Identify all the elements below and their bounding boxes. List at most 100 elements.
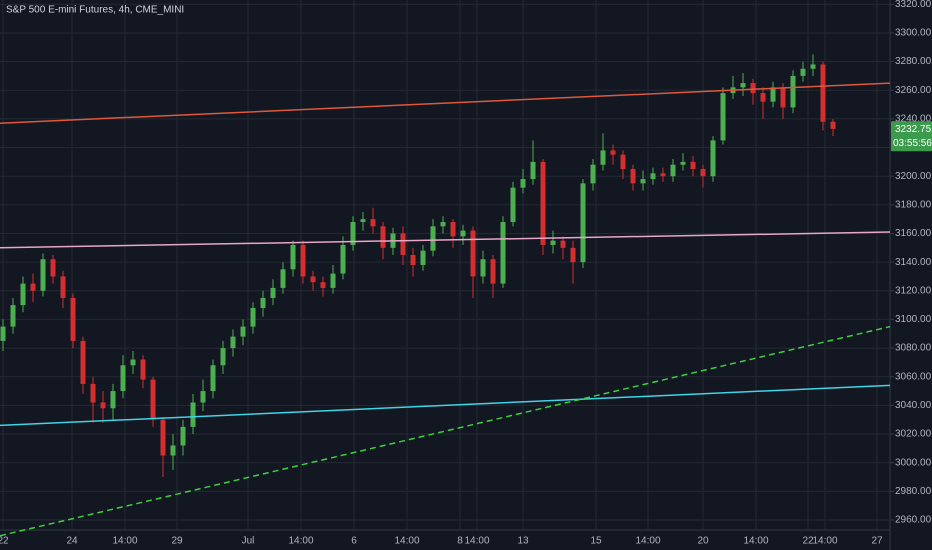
candle-body [710, 140, 716, 177]
candle-body [370, 219, 376, 227]
candle-body [130, 359, 136, 366]
candle-body [690, 161, 696, 170]
candle-body [250, 307, 256, 327]
candle-body [510, 187, 516, 223]
candle-body [720, 93, 726, 141]
candle-body [670, 164, 676, 177]
y-tick-label: 3120.00 [895, 285, 932, 296]
candle-body [220, 348, 226, 366]
candle-body [0, 326, 6, 341]
candle-body [770, 87, 776, 102]
candle-body [500, 222, 506, 284]
candle-body [380, 226, 386, 248]
x-tick-label: 6 [351, 536, 357, 547]
candle-body [80, 340, 86, 384]
candle-body [600, 150, 606, 165]
candle-body [590, 164, 596, 184]
candle-body [780, 87, 786, 108]
last-price-label: 3232.75 [895, 124, 932, 135]
candle-body [310, 276, 316, 283]
candle-body [230, 336, 236, 349]
x-tick-label: 14:00 [743, 536, 768, 547]
candle-body [570, 247, 576, 263]
x-tick-label: 29 [171, 536, 183, 547]
y-tick-label: 3140.00 [895, 257, 932, 268]
candle-body [740, 83, 746, 88]
candle-body [170, 445, 176, 456]
x-tick-label: 20 [697, 536, 709, 547]
candle-body [200, 391, 206, 403]
y-tick-label: 3000.00 [895, 457, 932, 468]
y-tick-label: 2960.00 [895, 515, 932, 526]
candle-body [210, 365, 216, 392]
candle-body [450, 222, 456, 237]
candle-body [20, 283, 26, 306]
candle-body [750, 83, 756, 94]
candle-body [630, 169, 636, 184]
candle-body [100, 402, 106, 409]
x-tick-label: 14:00 [394, 536, 419, 547]
candle-body [300, 244, 306, 277]
candle-body [480, 259, 486, 277]
candle-body [640, 179, 646, 184]
candle-body [680, 161, 686, 165]
candle-body [350, 222, 356, 245]
y-tick-label: 3320.00 [895, 0, 932, 10]
candle-body [90, 383, 96, 403]
candle-body [490, 259, 496, 284]
candle-body [470, 230, 476, 277]
candle-body [410, 254, 416, 265]
candle-body [140, 359, 146, 380]
candle-body [150, 379, 156, 420]
candle-body [400, 233, 406, 255]
candle-body [700, 169, 706, 177]
y-tick-label: 3280.00 [895, 56, 932, 67]
x-tick-label: 13 [517, 536, 529, 547]
candle-body [340, 244, 346, 274]
chart-title: S&P 500 E-mini Futures, 4h, CME_MINI [6, 5, 184, 16]
x-tick-label: 14:00 [464, 536, 489, 547]
candle-body [550, 240, 556, 245]
candle-body [580, 183, 586, 263]
y-tick-label: 3160.00 [895, 228, 932, 239]
y-tick-label: 3300.00 [895, 28, 932, 39]
candle-body [260, 297, 266, 308]
candle-body [800, 68, 806, 76]
y-tick-label: 3260.00 [895, 85, 932, 96]
candle-body [820, 64, 826, 122]
candle-body [790, 75, 796, 108]
candle-body [520, 179, 526, 188]
x-tick-label: 24 [66, 536, 78, 547]
candle-body [760, 93, 766, 102]
candle-body [160, 419, 166, 456]
candle-body [320, 282, 326, 288]
candle-body [440, 222, 446, 227]
x-tick-label: 8 [457, 536, 463, 547]
y-tick-label: 3080.00 [895, 343, 932, 354]
x-tick-label: 14:00 [812, 536, 837, 547]
candle-body [60, 276, 66, 298]
candle-body [460, 230, 466, 237]
candle-body [70, 297, 76, 341]
candle-body [830, 121, 836, 129]
x-tick-label: 22 [0, 536, 9, 547]
x-tick-label: 27 [871, 536, 883, 547]
candle-body [270, 287, 276, 298]
candle-body [110, 391, 116, 409]
y-tick-label: 3040.00 [895, 400, 932, 411]
candle-body [330, 273, 336, 288]
candle-body [120, 365, 126, 392]
y-tick-label: 3180.00 [895, 199, 932, 210]
candle-body [810, 64, 816, 69]
candle-body [560, 240, 566, 248]
candle-body [360, 219, 366, 223]
candle-body [650, 173, 656, 180]
candle-body [610, 150, 616, 155]
y-tick-label: 3240.00 [895, 114, 932, 125]
x-tick-label: 15 [590, 536, 602, 547]
trend-line [0, 231, 891, 249]
candle-body [30, 283, 36, 291]
trend-line [0, 325, 891, 537]
y-tick-label: 3100.00 [895, 314, 932, 325]
